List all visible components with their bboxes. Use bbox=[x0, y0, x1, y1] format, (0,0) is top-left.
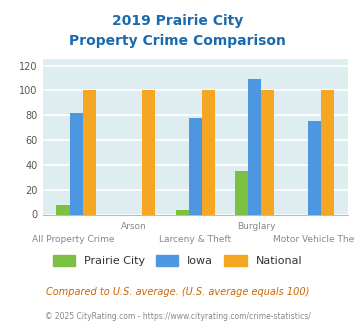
Text: Motor Vehicle Theft: Motor Vehicle Theft bbox=[273, 235, 355, 244]
Bar bbox=[202, 90, 215, 214]
Bar bbox=[142, 90, 155, 214]
Bar bbox=[261, 90, 274, 214]
Bar bbox=[56, 205, 70, 214]
Text: Compared to U.S. average. (U.S. average equals 100): Compared to U.S. average. (U.S. average … bbox=[46, 287, 309, 297]
Text: Larceny & Theft: Larceny & Theft bbox=[159, 235, 231, 244]
Bar bbox=[308, 121, 321, 214]
Text: Burglary: Burglary bbox=[237, 221, 275, 231]
Bar bbox=[189, 118, 202, 214]
Legend: Prairie City, Iowa, National: Prairie City, Iowa, National bbox=[53, 255, 302, 266]
Bar bbox=[321, 90, 334, 214]
Text: All Property Crime: All Property Crime bbox=[32, 235, 114, 244]
Bar bbox=[248, 79, 261, 214]
Text: Arson: Arson bbox=[121, 221, 147, 231]
Bar bbox=[70, 113, 83, 214]
Text: © 2025 CityRating.com - https://www.cityrating.com/crime-statistics/: © 2025 CityRating.com - https://www.city… bbox=[45, 312, 310, 321]
Bar bbox=[176, 210, 189, 215]
Text: 2019 Prairie City: 2019 Prairie City bbox=[112, 15, 243, 28]
Bar bbox=[235, 171, 248, 214]
Text: Property Crime Comparison: Property Crime Comparison bbox=[69, 34, 286, 48]
Bar bbox=[83, 90, 96, 214]
